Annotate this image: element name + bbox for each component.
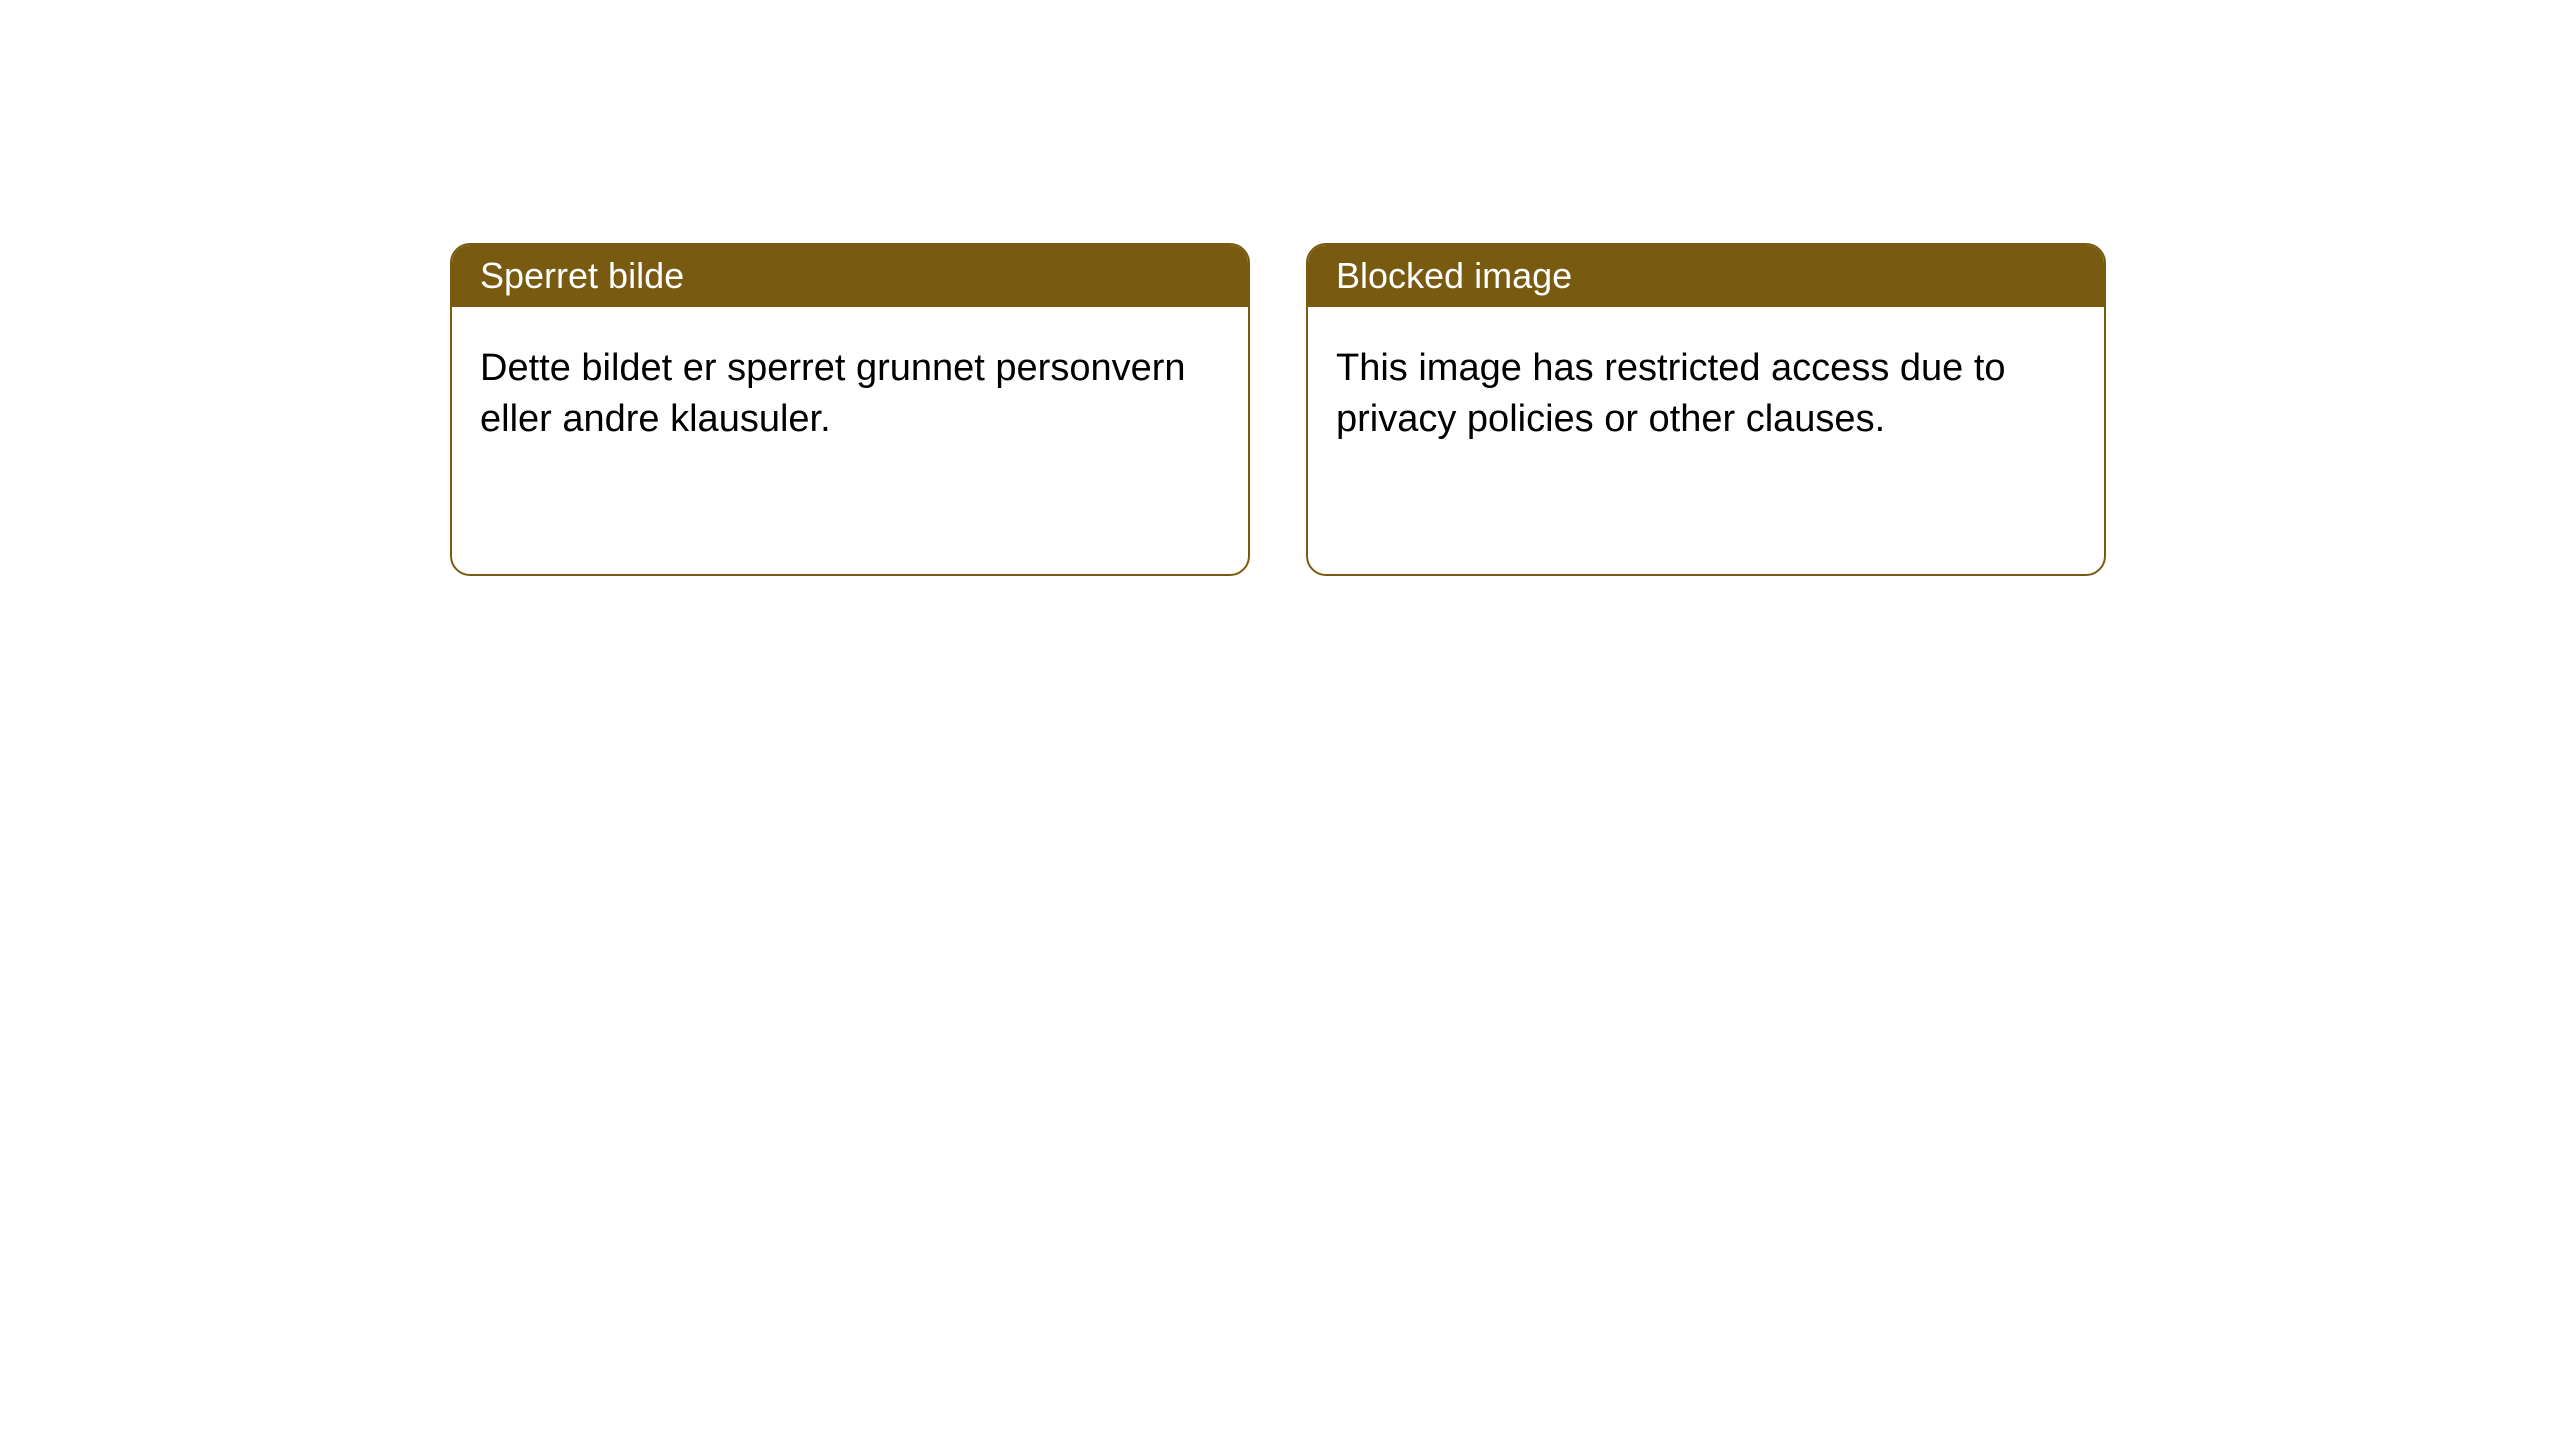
card-message: This image has restricted access due to … — [1336, 347, 2006, 440]
card-header: Sperret bilde — [452, 245, 1248, 307]
card-body: Dette bildet er sperret grunnet personve… — [452, 307, 1248, 482]
notice-card-norwegian: Sperret bilde Dette bildet er sperret gr… — [450, 243, 1250, 576]
card-title: Sperret bilde — [480, 255, 684, 296]
notice-card-english: Blocked image This image has restricted … — [1306, 243, 2106, 576]
card-body: This image has restricted access due to … — [1308, 307, 2104, 482]
card-header: Blocked image — [1308, 245, 2104, 307]
card-title: Blocked image — [1336, 255, 1572, 296]
card-message: Dette bildet er sperret grunnet personve… — [480, 347, 1186, 440]
notice-container: Sperret bilde Dette bildet er sperret gr… — [450, 243, 2106, 576]
